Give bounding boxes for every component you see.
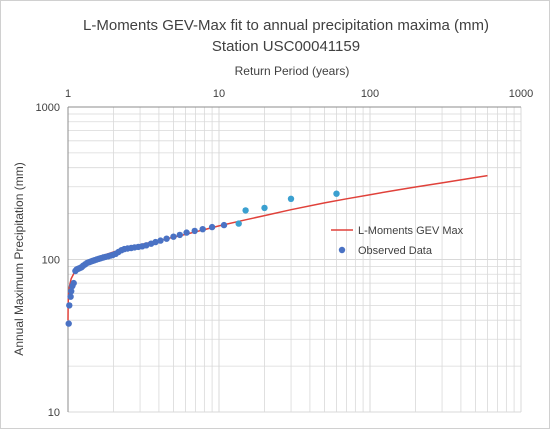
observed-point <box>287 195 295 202</box>
chart-title: L-Moments GEV-Max fit to annual precipit… <box>83 17 489 34</box>
observed-point <box>65 320 72 327</box>
grid-lines <box>67 106 522 413</box>
observed-point <box>68 288 75 295</box>
x-axis-title: Return Period (years) <box>235 64 350 78</box>
observed-point <box>67 293 74 300</box>
observed-point <box>199 226 206 233</box>
chart-subtitle: Station USC00041159 <box>212 38 360 55</box>
observed-point <box>242 207 249 214</box>
observed-point <box>261 204 268 212</box>
axes <box>67 106 521 412</box>
observed-point <box>333 190 340 197</box>
observed-point <box>157 237 164 244</box>
legend-label-observed: Observed Data <box>358 245 433 257</box>
observed-point <box>220 221 228 229</box>
observed-point <box>152 238 159 246</box>
observed-point <box>183 229 190 236</box>
x-tick-label: 100 <box>361 88 379 100</box>
legend: L-Moments GEV Max Observed Data <box>331 225 464 257</box>
observed-point <box>191 227 198 235</box>
observed-points-layer <box>65 190 340 327</box>
tick-labels: 1 10 100 1000 10 100 1000 <box>36 88 534 419</box>
observed-point <box>176 231 183 239</box>
observed-point <box>143 242 150 249</box>
x-tick-label: 1 <box>65 88 71 100</box>
observed-point <box>66 302 73 309</box>
y-tick-label: 1000 <box>36 102 60 114</box>
y-tick-label: 10 <box>48 407 60 419</box>
observed-point <box>70 279 77 287</box>
observed-point <box>163 235 170 242</box>
y-axis-title: Annual Maximum Precipitation (mm) <box>12 162 26 355</box>
legend-label-fit: L-Moments GEV Max <box>358 225 464 237</box>
observed-point <box>208 223 216 231</box>
x-tick-label: 10 <box>213 88 225 100</box>
legend-dot-swatch <box>338 246 346 254</box>
x-tick-label: 1000 <box>509 88 533 100</box>
observed-point <box>235 220 242 227</box>
observed-point <box>170 233 177 240</box>
y-tick-label: 100 <box>42 255 60 267</box>
